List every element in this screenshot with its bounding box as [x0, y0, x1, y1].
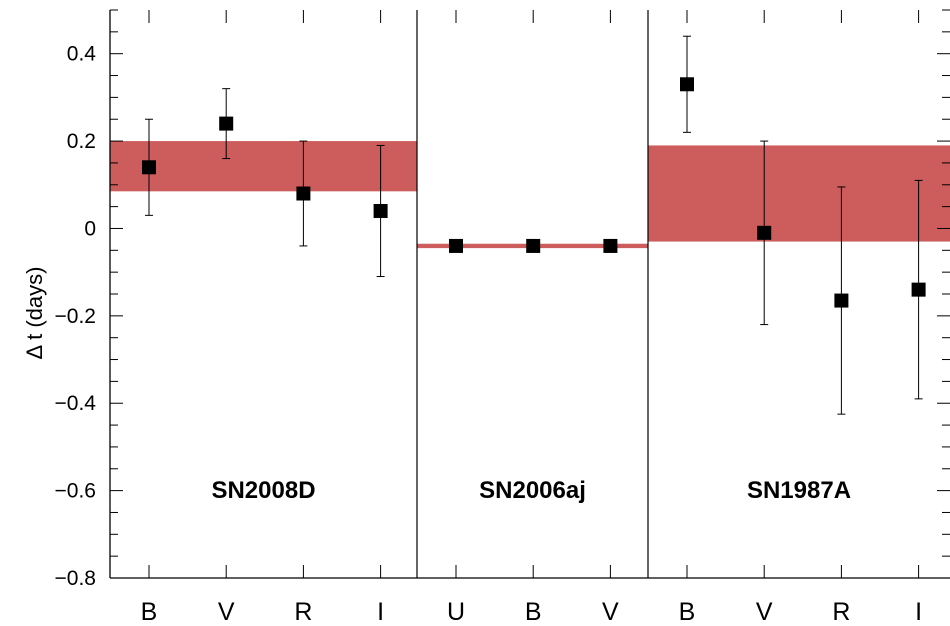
y-axis-title: Δ t (days)	[22, 267, 47, 360]
data-point-sn2008d-i	[373, 203, 388, 218]
y-tick-label: 0	[84, 217, 96, 240]
x-category-label: V	[602, 598, 619, 626]
y-tick-label: 0.4	[67, 43, 97, 66]
data-point-sn1987a-b	[680, 77, 694, 92]
y-tick-label: −0.4	[55, 392, 97, 415]
x-category-label: V	[756, 598, 773, 626]
x-category-label: V	[218, 598, 235, 626]
data-point-sn1987a-v	[757, 225, 772, 240]
y-tick-label: −0.8	[55, 567, 96, 590]
y-tick-label: −0.2	[55, 305, 96, 328]
data-point-sn1987a-r	[834, 293, 849, 308]
labels: 0.4 0.2 0 −0.2 −0.4 −0.6 −0.8 B V R I SN2008D U B V SN2…	[55, 43, 923, 626]
x-category-label: R	[294, 598, 312, 626]
x-category-label: I	[915, 598, 922, 626]
data-point-sn1987a-i	[911, 282, 926, 297]
data-point-sn2006aj-b	[526, 238, 541, 253]
x-category-label: B	[525, 598, 542, 626]
data-point-sn2008d-r	[296, 186, 311, 201]
data-point-sn2006aj-u	[449, 238, 463, 253]
panel-label: SN1987A	[747, 477, 851, 504]
data-point-sn2006aj-v	[603, 238, 618, 253]
data-point-sn2008d-b	[142, 160, 156, 175]
band-sn2008d	[110, 141, 417, 192]
x-category-label: B	[679, 598, 696, 626]
x-category-label: R	[832, 598, 850, 626]
y-tick-label: −0.6	[55, 480, 96, 503]
panel-label: SN2006aj	[479, 477, 586, 504]
bands-layer	[110, 141, 950, 249]
data-points	[142, 77, 926, 308]
band-sn1987a	[648, 145, 950, 242]
panel-label: SN2008D	[211, 477, 315, 504]
x-category-label: I	[377, 598, 384, 626]
y-tick-label: 0.2	[67, 130, 96, 153]
x-category-label: U	[447, 598, 465, 626]
y-ticks	[110, 9, 950, 579]
data-point-sn2008d-v	[219, 116, 234, 131]
x-category-label: B	[141, 598, 158, 626]
